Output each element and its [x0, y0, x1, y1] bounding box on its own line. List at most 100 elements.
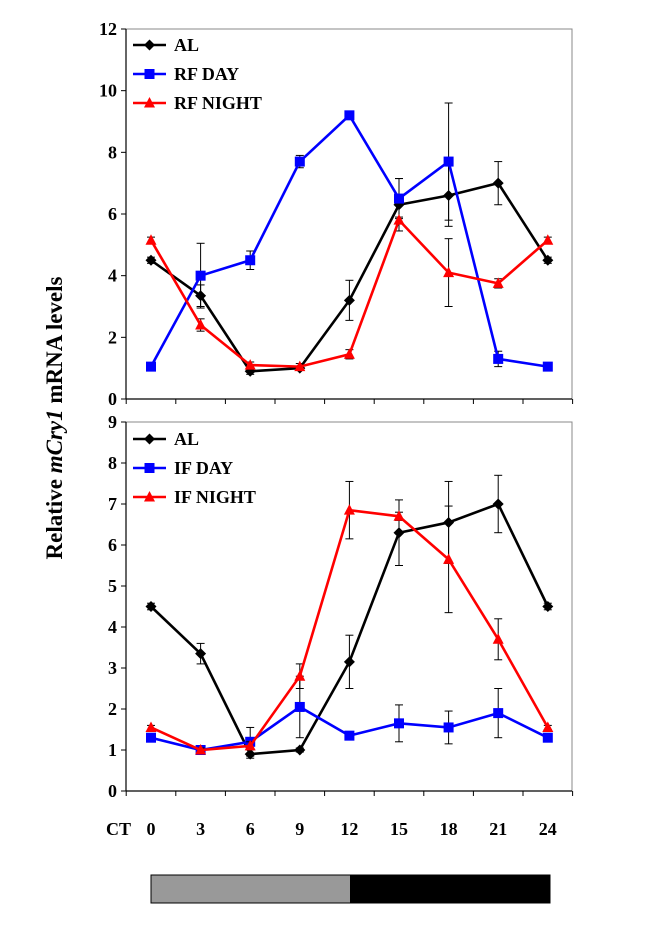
y-tick-label: 2 [108, 699, 117, 719]
data-point [146, 361, 156, 372]
data-point [343, 348, 355, 359]
series-al [145, 474, 554, 760]
data-point [393, 527, 405, 539]
top-panel: 0 2 4 6 8 10 12 AL RF DAY RF NIGHT [99, 19, 574, 409]
data-point [492, 633, 504, 644]
y-tick-label: 12 [99, 19, 117, 39]
legend-entry: AL [133, 429, 199, 449]
data-point [195, 319, 207, 330]
legend-label: IF NIGHT [174, 487, 256, 507]
data-point [294, 670, 306, 681]
data-point [244, 359, 256, 370]
x-tick-label: 9 [295, 819, 304, 839]
data-point [394, 193, 404, 204]
x-tick-label: 0 [147, 819, 156, 839]
data-point [145, 254, 157, 266]
x-tick-label: 3 [196, 819, 205, 839]
dark-phase-bar [350, 874, 551, 904]
legend-entry: RF NIGHT [133, 93, 262, 113]
legend-label: IF DAY [174, 458, 233, 478]
plot-frame [125, 28, 573, 400]
legend-entry: RF DAY [133, 64, 239, 84]
x-axis-prefix-label: CT [106, 819, 131, 839]
data-point [145, 601, 157, 612]
data-point [492, 177, 504, 189]
y-tick-label: 10 [99, 81, 117, 101]
data-point [294, 701, 305, 712]
legend-label: AL [174, 429, 199, 449]
y-tick-label: 9 [108, 412, 117, 432]
y-tick-label: 6 [108, 204, 117, 224]
data-point [393, 510, 405, 521]
legend-label: RF DAY [174, 64, 239, 84]
x-tick-label: 15 [390, 819, 408, 839]
data-point [542, 721, 554, 732]
data-point [393, 214, 405, 225]
legend-marker [144, 491, 155, 502]
y-tick-label: 8 [108, 453, 117, 473]
series-al [145, 161, 554, 377]
data-point [443, 553, 455, 564]
y-tick-label: 7 [108, 494, 117, 514]
data-point [443, 722, 454, 733]
data-point [493, 708, 504, 719]
x-tick-label: 24 [539, 819, 557, 839]
y-tick-label: 0 [108, 389, 117, 409]
y-tick-label: 1 [108, 740, 117, 760]
legend-marker [144, 433, 155, 445]
data-point [443, 266, 455, 278]
y-tick-label: 2 [108, 327, 117, 347]
data-point [344, 110, 355, 121]
y-tick-label: 4 [108, 617, 117, 637]
legend-entry: AL [133, 35, 199, 55]
y-tick-label: 8 [108, 142, 117, 162]
data-point [294, 156, 305, 167]
y-tick-label: 0 [108, 781, 117, 801]
y-tick-label: 3 [108, 658, 117, 678]
data-point [542, 601, 554, 612]
data-point [146, 732, 156, 743]
x-tick-label: 18 [440, 819, 458, 839]
legend-marker [144, 69, 155, 79]
data-point [343, 504, 355, 515]
series-if-night [145, 480, 554, 755]
data-point [195, 744, 207, 755]
series-line [150, 508, 549, 752]
y-axis-label: Relative mCry1 mRNA levels [42, 276, 67, 559]
light-dark-bar [150, 874, 551, 904]
x-tick-labels: 0 3 6 9 12 15 18 21 24 [147, 819, 557, 839]
data-point [542, 732, 553, 743]
data-point [492, 498, 504, 510]
bottom-panel: 0 1 2 3 4 5 6 7 8 9 AL IF DAY IF NIGHT [108, 412, 574, 801]
series-line [149, 113, 548, 368]
data-point [294, 360, 306, 372]
series-line [150, 705, 549, 752]
y-tick-label: 4 [108, 266, 117, 286]
data-point [145, 721, 157, 732]
series-rf-night [145, 214, 554, 372]
data-point [343, 294, 355, 306]
x-tick-label: 12 [340, 819, 358, 839]
legend-marker [144, 463, 155, 473]
y-tick-label: 6 [108, 535, 117, 555]
data-point [195, 648, 207, 660]
data-point [294, 744, 306, 756]
data-point [542, 254, 554, 266]
legend-label: RF NIGHT [174, 93, 262, 113]
data-point [542, 361, 553, 372]
data-point [493, 353, 504, 364]
data-point [344, 730, 355, 741]
light-phase-bar [150, 874, 351, 904]
data-point [245, 255, 256, 266]
x-tick-label: 6 [246, 819, 255, 839]
legend-entry: IF NIGHT [133, 487, 256, 507]
data-point [195, 270, 206, 281]
data-point [443, 156, 454, 167]
legend-marker [144, 97, 155, 108]
series-line [150, 181, 549, 373]
data-point [542, 234, 554, 245]
legend-label: AL [174, 35, 199, 55]
data-point [244, 739, 256, 751]
legend-entry: IF DAY [133, 458, 233, 478]
